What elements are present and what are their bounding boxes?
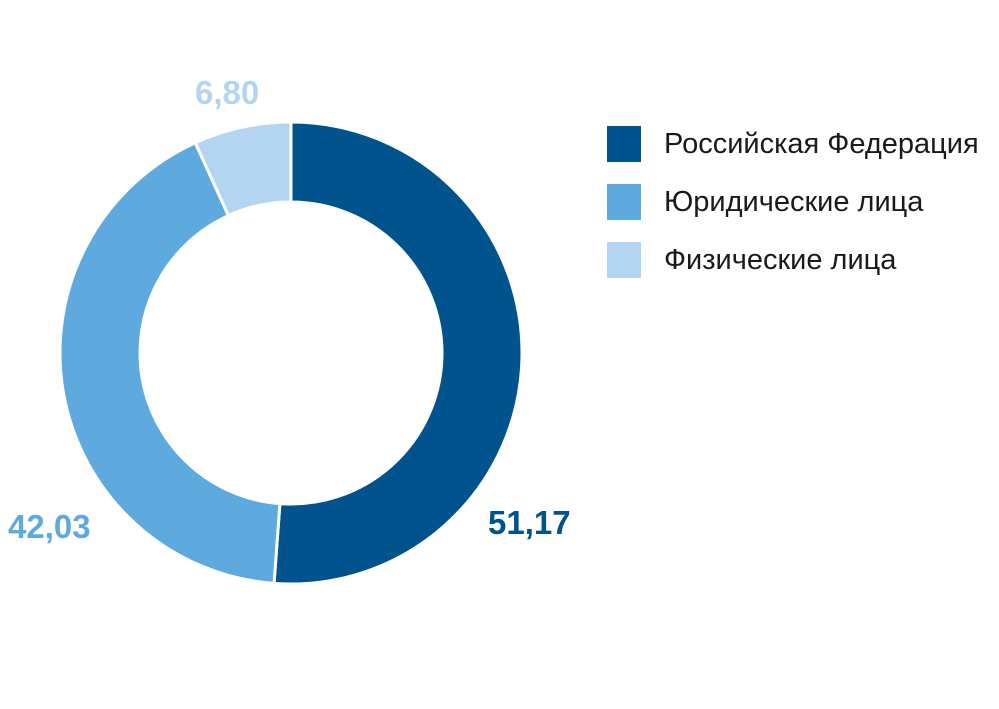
slice-rf bbox=[272, 120, 524, 586]
legend-label-legal-entities: Юридические лица bbox=[664, 186, 924, 218]
data-label-legal-entities: 42,03 bbox=[8, 508, 91, 545]
legend-swatch-rf bbox=[607, 126, 641, 162]
legend-label-rf: Российская Федерация bbox=[664, 128, 979, 160]
data-label-individuals: 6,80 bbox=[195, 74, 259, 111]
legend-label-individuals: Физические лица bbox=[664, 244, 897, 276]
data-label-rf: 51,17 bbox=[488, 504, 571, 541]
legend-swatch-individuals bbox=[607, 242, 641, 278]
slice-individuals bbox=[193, 120, 293, 218]
slice-legal-entities bbox=[58, 140, 282, 585]
legend-swatch-legal-entities bbox=[607, 184, 641, 220]
